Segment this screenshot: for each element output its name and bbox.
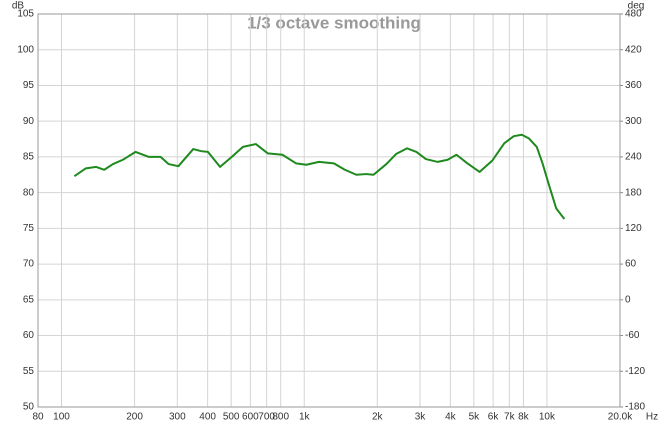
x-tick-label: 600 — [242, 412, 259, 423]
y-tick-label: 75 — [23, 223, 35, 234]
x-tick-label: 20.0k — [608, 412, 633, 423]
y2-tick-label: 60 — [625, 259, 637, 270]
chart-title: 1/3 octave smoothing — [247, 13, 421, 32]
x-tick-label: 4k — [445, 412, 457, 423]
y-tick-label: 105 — [17, 9, 34, 20]
y2-tick-label: -60 — [625, 330, 640, 341]
response-curve — [73, 133, 566, 220]
y2-tick-label: 240 — [625, 152, 642, 163]
x-tick-label: 7k — [504, 412, 516, 423]
y2-tick-label: 180 — [625, 187, 642, 198]
y2-tick-label: 420 — [625, 44, 642, 55]
x-tick-label: 2k — [372, 412, 384, 423]
y-tick-label: 60 — [23, 330, 35, 341]
x-tick-label: 3k — [415, 412, 427, 423]
y-tick-label: 55 — [23, 366, 35, 377]
y-tick-label: 80 — [23, 187, 35, 198]
x-tick-label: 800 — [272, 412, 289, 423]
x-tick-label: 500 — [223, 412, 240, 423]
x-tick-label: 5k — [469, 412, 481, 423]
y2-tick-label: 300 — [625, 116, 642, 127]
x-axis-label: Hz — [646, 412, 658, 423]
x-tick-label: 100 — [53, 412, 70, 423]
y-tick-label: 90 — [23, 116, 35, 127]
x-tick-label: 200 — [126, 412, 143, 423]
x-tick-label: 10k — [539, 412, 556, 423]
y-tick-label: 85 — [23, 152, 35, 163]
x-tick-label: 400 — [199, 412, 216, 423]
y2-tick-label: 480 — [625, 9, 642, 20]
x-tick-label: 700 — [258, 412, 275, 423]
y-tick-label: 65 — [23, 294, 35, 305]
x-tick-label: 300 — [169, 412, 186, 423]
plot-frame — [37, 13, 621, 408]
y-tick-label: 50 — [23, 402, 35, 413]
y2-tick-label: 360 — [625, 80, 642, 91]
y-tick-label: 70 — [23, 259, 35, 270]
y-tick-label: 100 — [17, 44, 34, 55]
y2-tick-label: 0 — [625, 294, 631, 305]
x-tick-label: 8k — [518, 412, 530, 423]
x-tick-label: 6k — [488, 412, 500, 423]
y-tick-label: 95 — [23, 80, 35, 91]
x-tick-label: 80 — [32, 412, 44, 423]
y2-tick-label: 120 — [625, 223, 642, 234]
x-tick-label: 1k — [299, 412, 311, 423]
y2-axis-label: deg — [628, 1, 645, 12]
y-axis-label: dB — [12, 1, 25, 12]
y2-tick-label: -180 — [625, 402, 645, 413]
y2-tick-label: -120 — [625, 366, 645, 377]
